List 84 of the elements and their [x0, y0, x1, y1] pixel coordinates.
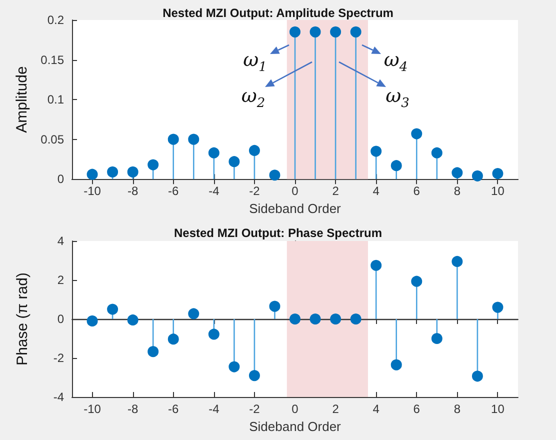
y-axis-title: Phase (π rad): [14, 272, 31, 366]
point: [330, 26, 342, 38]
x-tick-label: 2: [332, 184, 340, 198]
y-tick-label: 0.15: [40, 52, 64, 67]
point: [431, 147, 442, 158]
point: [148, 346, 159, 358]
point: [127, 166, 138, 178]
point: [390, 160, 402, 172]
point: [492, 302, 504, 313]
x-tick-label: -4: [208, 184, 220, 198]
x-tick-label: 6: [413, 402, 420, 416]
y-tick-label: 0.2: [47, 13, 64, 27]
point: [290, 26, 300, 38]
point: [310, 26, 321, 38]
point: [86, 168, 98, 180]
y-tick-label: 0.1: [47, 92, 64, 107]
point: [228, 156, 240, 168]
x-tick-label: 8: [454, 184, 461, 198]
x-tick-label: 10: [491, 402, 505, 416]
y-axis-title: Amplitude: [14, 66, 31, 133]
point: [269, 300, 280, 312]
y-tick-label: -4: [53, 390, 64, 404]
x-tick-label: 0: [292, 184, 299, 198]
annotation: ω$_{4}$: [384, 49, 408, 75]
point: [228, 361, 240, 372]
x-axis-title: Sideband Order: [249, 418, 342, 434]
annotation: ω$_{3}$: [386, 85, 410, 111]
point: [107, 304, 118, 315]
point: [411, 128, 422, 140]
point: [248, 144, 260, 156]
point: [86, 315, 98, 326]
y-tick-label: -2: [53, 351, 64, 365]
point: [452, 256, 463, 267]
point: [390, 359, 402, 370]
point: [472, 170, 483, 182]
y-tick-label: 4: [57, 234, 64, 248]
x-tick-label: -4: [208, 402, 220, 416]
chart-title: Nested MZI Output: Phase Spectrum: [174, 226, 382, 240]
x-tick-label: 2: [332, 402, 340, 416]
point: [310, 314, 321, 324]
point: [107, 166, 118, 178]
point: [148, 159, 159, 170]
point: [188, 308, 200, 320]
x-tick-label: -6: [168, 402, 180, 416]
point: [431, 333, 442, 344]
point: [472, 370, 483, 382]
x-tick-label: -10: [84, 184, 102, 198]
x-axis-title: Sideband Order: [249, 201, 342, 216]
point: [370, 260, 382, 271]
point: [290, 314, 300, 324]
point: [188, 134, 200, 145]
x-tick-label: -2: [249, 184, 260, 198]
chart-title: Nested MZI Output: Amplitude Spectrum: [162, 6, 394, 20]
y-tick-label: 0: [57, 312, 64, 326]
point: [452, 167, 463, 178]
point: [208, 147, 220, 158]
point: [127, 314, 138, 326]
point: [168, 334, 179, 345]
point: [208, 328, 220, 340]
y-tick-label: 0: [57, 172, 64, 186]
point: [168, 134, 179, 145]
x-tick-label: 10: [491, 184, 505, 198]
point: [492, 168, 504, 180]
point: [248, 370, 260, 382]
x-tick-label: -8: [127, 184, 138, 198]
x-tick-label: 4: [372, 402, 380, 416]
x-tick-label: -6: [168, 184, 180, 198]
point: [350, 26, 362, 38]
point: [330, 314, 342, 324]
point: [269, 170, 280, 181]
annotation: ω$_{1}$: [243, 49, 267, 75]
x-tick-label: -8: [127, 402, 138, 416]
x-tick-label: 8: [454, 402, 461, 416]
x-tick-label: 4: [372, 184, 380, 198]
point: [411, 276, 422, 287]
y-tick-label: 2: [57, 273, 64, 287]
x-tick-label: 6: [413, 184, 420, 198]
point: [370, 146, 382, 157]
x-tick-label: 0: [292, 402, 299, 416]
y-tick-label: 0.05: [40, 132, 64, 146]
point: [350, 314, 362, 324]
x-tick-label: -10: [84, 402, 102, 416]
x-tick-label: -2: [249, 402, 260, 416]
annotation: ω$_{2}$: [241, 85, 266, 111]
